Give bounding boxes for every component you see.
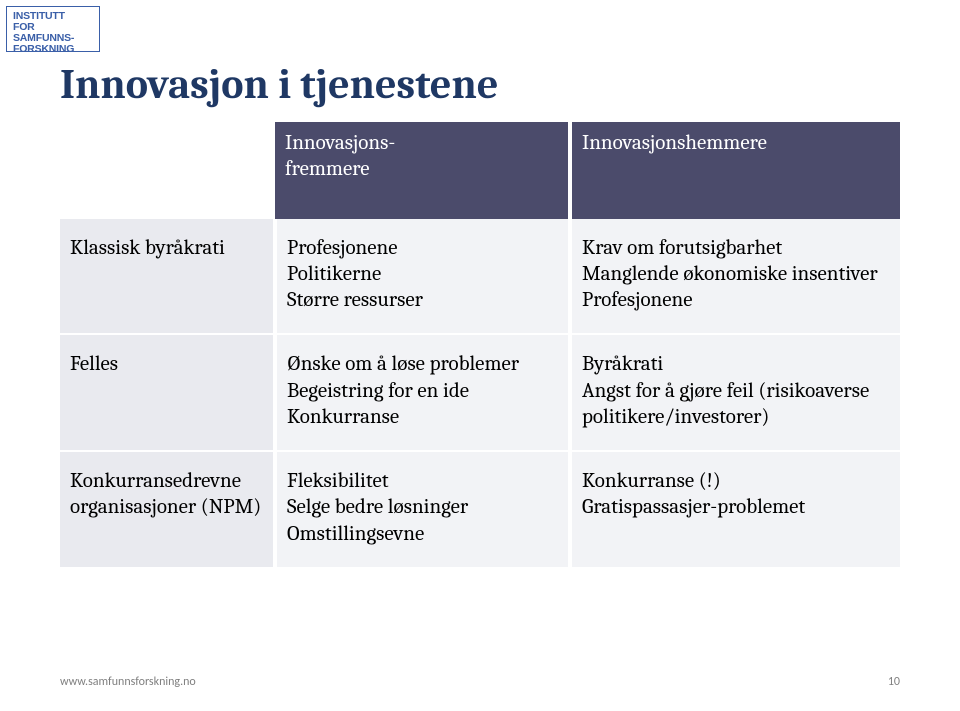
table-header-empty (60, 122, 275, 219)
row-fremmere: FleksibilitetSelge bedre løsningerOmstil… (275, 451, 570, 568)
row-label: Felles (60, 334, 275, 451)
logo-line-2: FOR SAMFUNNS- (13, 22, 93, 44)
logo-line-3: FORSKNING (13, 44, 93, 55)
comparison-table: Innovasjons-fremmere Innovasjonshemmere … (60, 122, 900, 569)
table-row: Klassisk byråkrati ProfesjonenePolitiker… (60, 219, 900, 335)
row-hemmere: Konkurranse (!)Gratispassasjer-problemet (570, 451, 900, 568)
logo: INSTITUTT FOR SAMFUNNS- FORSKNING (6, 6, 100, 52)
table-row: Felles Ønske om å løse problemerBegeistr… (60, 334, 900, 451)
row-fremmere: ProfesjonenePolitikerneStørre ressurser (275, 219, 570, 335)
slide-title: Innovasjon i tjenestene (60, 60, 498, 109)
row-label: Konkurransedrevne organisasjoner (NPM) (60, 451, 275, 568)
footer-url: www.samfunnsforskning.no (60, 675, 196, 689)
page-number: 10 (888, 675, 900, 689)
row-hemmere: Krav om forutsigbarhetManglende økonomis… (570, 219, 900, 335)
table-header-hemmere: Innovasjonshemmere (570, 122, 900, 219)
row-label: Klassisk byråkrati (60, 219, 275, 335)
table-row: Konkurransedrevne organisasjoner (NPM) F… (60, 451, 900, 568)
row-fremmere: Ønske om å løse problemerBegeistring for… (275, 334, 570, 451)
table-header-fremmere: Innovasjons-fremmere (275, 122, 570, 219)
row-hemmere: ByråkratiAngst for å gjøre feil (risikoa… (570, 334, 900, 451)
